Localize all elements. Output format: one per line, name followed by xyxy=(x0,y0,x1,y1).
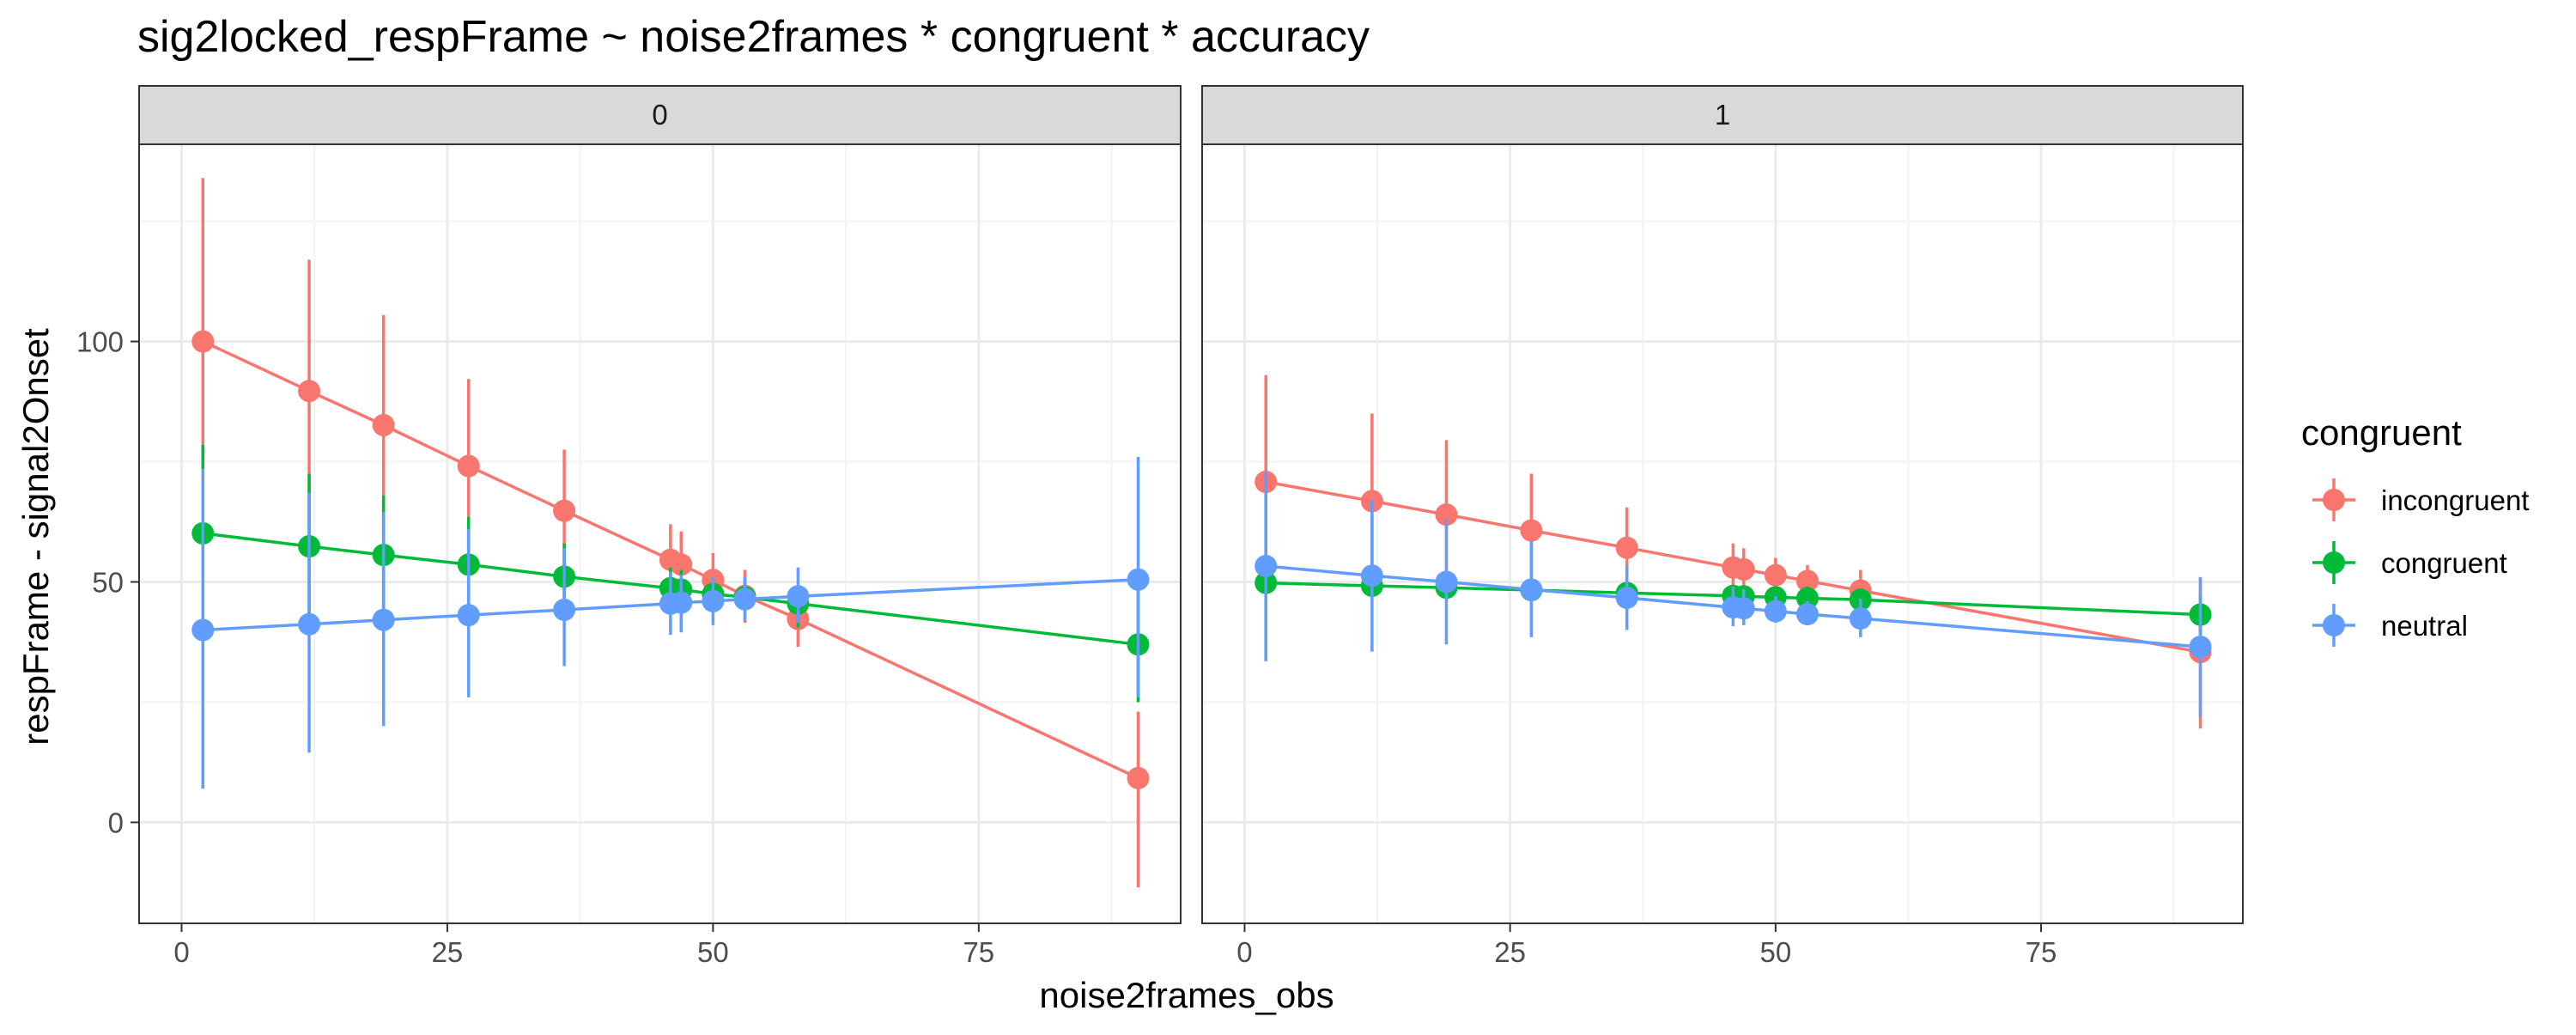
data-point xyxy=(1795,587,1819,610)
x-tick-label: 25 xyxy=(1494,936,1526,968)
y-tick-label: 0 xyxy=(108,807,124,838)
y-tick-label: 50 xyxy=(92,566,124,598)
data-point xyxy=(733,588,756,611)
data-point xyxy=(553,499,576,522)
data-point xyxy=(191,618,215,642)
facet-strip xyxy=(138,85,1182,145)
grid-lines xyxy=(1202,144,2243,923)
data-point xyxy=(457,454,480,478)
x-tick-label: 75 xyxy=(2026,936,2057,968)
data-point xyxy=(670,591,693,614)
grid-lines xyxy=(139,144,1181,923)
data-point xyxy=(1795,602,1819,625)
data-point xyxy=(1127,568,1150,591)
data-point xyxy=(372,608,395,631)
legend: congruent incongruent congruent neutral xyxy=(2301,412,2529,647)
data-point xyxy=(702,589,725,612)
data-point xyxy=(191,330,215,353)
facet-panel-1: 1 0 25 50 75 xyxy=(1201,85,2244,968)
legend-label: neutral xyxy=(2381,610,2468,642)
y-tick-label: 100 xyxy=(76,326,124,358)
data-point xyxy=(1732,597,1755,620)
data-point xyxy=(670,553,693,576)
data-point xyxy=(298,612,321,636)
data-point xyxy=(787,585,810,608)
legend-item-neutral: neutral xyxy=(2312,604,2468,647)
chart-title: sig2locked_respFrame ~ noise2frames * co… xyxy=(137,12,1370,62)
data-point xyxy=(457,604,480,627)
data-point xyxy=(1360,564,1383,588)
data-point xyxy=(1615,536,1638,559)
legend-key-point xyxy=(2323,614,2345,636)
panel-background xyxy=(1202,144,2243,923)
data-point xyxy=(372,413,395,436)
legend-label: incongruent xyxy=(2381,484,2529,516)
data-point xyxy=(1764,563,1787,587)
data-point xyxy=(1795,569,1819,593)
data-point xyxy=(1615,586,1638,609)
facet-strip-label: 0 xyxy=(652,99,667,131)
data-point xyxy=(1764,600,1787,623)
data-point xyxy=(1520,578,1543,601)
facet-panel-0: 0 0 25 50 75 0 50 100 xyxy=(76,85,1182,968)
data-point xyxy=(1849,607,1872,630)
x-tick-label: 0 xyxy=(173,936,189,968)
legend-label: congruent xyxy=(2381,547,2507,579)
x-axis-title: noise2frames_obs xyxy=(1039,975,1334,1015)
legend-item-incongruent: incongruent xyxy=(2312,478,2529,521)
legend-key-point xyxy=(2323,489,2345,511)
data-point xyxy=(553,598,576,621)
x-tick-label: 50 xyxy=(697,936,729,968)
x-tick-label: 75 xyxy=(963,936,994,968)
x-tick-label: 0 xyxy=(1236,936,1252,968)
panel-background xyxy=(139,144,1181,923)
panel-border xyxy=(138,143,1182,924)
legend-item-congruent: congruent xyxy=(2312,541,2507,584)
x-tick-label: 50 xyxy=(1759,936,1791,968)
facet-panels: 0 0 25 50 75 0 50 100 1 0 25 50 75 xyxy=(76,85,2244,968)
y-axis-title: respFrame - signal2Onset xyxy=(15,328,56,746)
facet-strip-label: 1 xyxy=(1715,99,1730,131)
data-point xyxy=(1255,555,1278,578)
data-point xyxy=(1520,519,1543,542)
data-point xyxy=(2189,636,2212,659)
legend-title: congruent xyxy=(2301,412,2462,453)
facet-strip xyxy=(1201,85,2244,145)
data-point xyxy=(1732,557,1755,581)
data-point xyxy=(1435,570,1458,594)
series-neutral xyxy=(191,456,1150,789)
legend-items: incongruent congruent neutral xyxy=(2312,478,2529,647)
data-point xyxy=(1435,503,1458,527)
x-tick-label: 25 xyxy=(432,936,464,968)
legend-key-point xyxy=(2323,551,2345,574)
series-neutral xyxy=(1255,471,2212,717)
panel-border xyxy=(1201,143,2244,924)
data-point xyxy=(1127,766,1150,789)
data-point xyxy=(298,380,321,403)
